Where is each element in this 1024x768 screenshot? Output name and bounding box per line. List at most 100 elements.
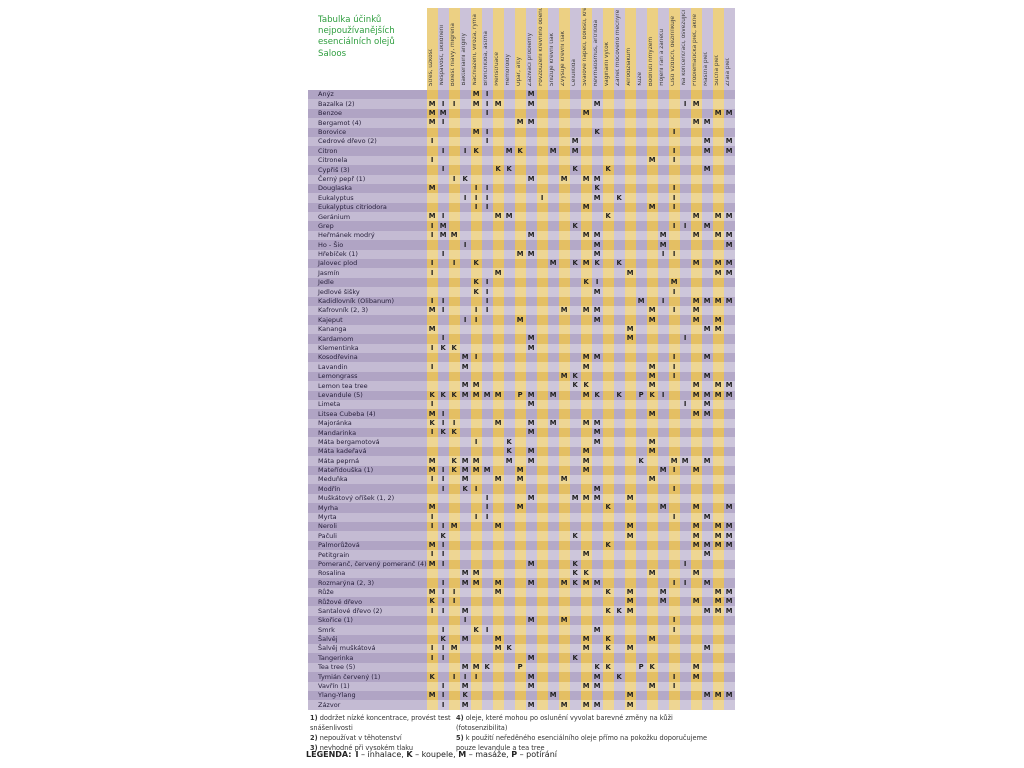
effect-cell: K: [437, 343, 449, 353]
effect-cell: [635, 437, 647, 447]
effect-cell: [514, 597, 526, 607]
effect-cell: [613, 324, 625, 335]
effect-cell: [613, 681, 625, 691]
oil-name: Palmorůžová: [308, 540, 427, 551]
effect-cell: [481, 259, 493, 269]
effect-cell: M: [668, 277, 680, 288]
effect-cell: [624, 146, 636, 156]
effect-cell: [448, 409, 460, 419]
effect-cell: [690, 512, 702, 522]
effect-cell: M: [690, 381, 702, 391]
effect-cell: [569, 108, 581, 119]
effect-cell: [646, 296, 658, 306]
effect-cell: [525, 127, 537, 137]
effect-cell: [481, 456, 493, 466]
effect-cell: [448, 90, 460, 100]
effect-cell: K: [448, 428, 460, 438]
oil-name: Muškátový oříšek (1, 2): [308, 493, 427, 504]
effect-cell: [536, 371, 548, 382]
effect-cell: [569, 296, 581, 306]
effect-cell: [558, 484, 570, 494]
effect-cell: I: [437, 99, 449, 109]
effect-cell: [558, 512, 570, 522]
effect-cell: [536, 127, 548, 137]
effect-cell: [690, 493, 702, 504]
effect-cell: [635, 691, 647, 701]
effect-cell: [701, 381, 713, 391]
effect-cell: [635, 559, 647, 569]
effect-cell: K: [580, 277, 592, 288]
table-row: Šalvěj muškátová I I M M K M K M M: [308, 644, 735, 654]
effect-cell: M: [690, 296, 702, 306]
effect-cell: [635, 305, 647, 316]
effect-cell: [635, 521, 647, 532]
effect-cell: [668, 118, 680, 128]
oil-name: Máta bergamotová: [308, 437, 427, 447]
effect-cell: [591, 691, 603, 701]
effect-cell: [657, 268, 669, 278]
effect-cell: [492, 700, 504, 710]
effect-cell: M: [624, 587, 636, 598]
effect-cell: [547, 428, 559, 438]
effect-cell: [646, 465, 658, 476]
effect-cell: [690, 334, 702, 344]
effect-cell: [624, 127, 636, 137]
effect-cell: [536, 409, 548, 419]
effect-cell: [459, 540, 471, 551]
effect-cell: [701, 597, 713, 607]
effect-cell: M: [525, 681, 537, 691]
effect-cell: I: [426, 653, 438, 663]
effect-cell: [635, 606, 647, 616]
effect-cell: [646, 127, 658, 137]
effect-cell: M: [580, 550, 592, 560]
effect-cell: [536, 606, 548, 616]
effect-cell: [492, 597, 504, 607]
effect-cell: [723, 662, 735, 673]
effect-cell: [580, 371, 592, 382]
effect-cell: [591, 202, 603, 213]
effect-cell: M: [591, 578, 603, 588]
effect-cell: [591, 324, 603, 335]
effect-cell: [437, 662, 449, 673]
effect-cell: [723, 653, 735, 663]
table-row: Zázvor I M M M M M M: [308, 700, 735, 710]
effect-cell: I: [668, 362, 680, 372]
effect-cell: M: [492, 212, 504, 222]
effect-cell: [624, 352, 636, 363]
table-row: Eukalyptus I I I I M K I: [308, 193, 735, 203]
effect-cell: [470, 296, 482, 306]
effect-cell: [723, 615, 735, 626]
effect-cell: [448, 221, 460, 231]
effect-cell: [503, 700, 515, 710]
effect-cell: [602, 681, 614, 691]
effect-cell: M: [459, 662, 471, 673]
effect-cell: [602, 409, 614, 419]
effect-cell: [690, 559, 702, 569]
effect-cell: [712, 136, 724, 147]
effect-cell: [635, 550, 647, 560]
effect-cell: [536, 672, 548, 682]
effect-cell: M: [481, 465, 493, 476]
effect-cell: M: [580, 305, 592, 316]
effect-cell: [426, 446, 438, 457]
effect-cell: [536, 475, 548, 485]
effect-cell: [547, 437, 559, 447]
effect-cell: [591, 521, 603, 532]
effect-cell: M: [624, 644, 636, 654]
effect-cell: K: [470, 287, 482, 297]
table-row: Kajeput I I M M M M M: [308, 315, 735, 325]
table-row: Máta peprná M K M M M M M K M M M: [308, 456, 735, 466]
effect-cell: [558, 193, 570, 203]
effect-cell: I: [668, 287, 680, 297]
effect-cell: [536, 691, 548, 701]
effect-cell: M: [514, 475, 526, 485]
effect-cell: [712, 183, 724, 194]
effect-cell: K: [569, 221, 581, 231]
effect-cell: [514, 672, 526, 682]
effect-cell: M: [591, 99, 603, 109]
effect-cell: M: [712, 381, 724, 391]
effect-cell: [624, 437, 636, 447]
effect-cell: M: [723, 240, 735, 250]
oil-name: Cedrové dřevo (2): [308, 136, 427, 147]
effect-cell: [514, 428, 526, 438]
